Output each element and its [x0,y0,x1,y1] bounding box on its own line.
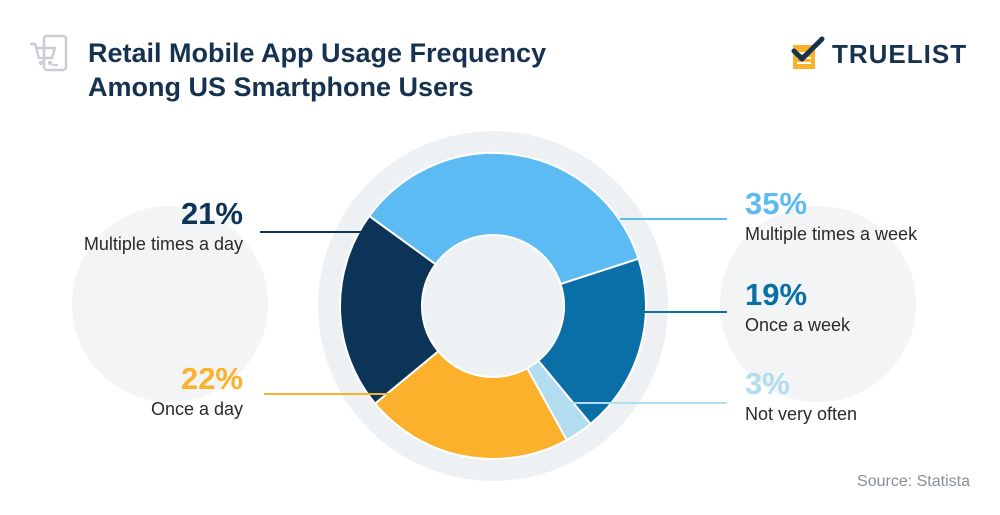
label-multiple-times-a-day: 21% Multiple times a day [84,196,243,256]
slice-label-once-a-day: Once a day [150,399,243,419]
slice-label-once-a-week: Once a week [745,315,851,335]
slice-value-multiple-times-a-week: 35% [745,186,808,221]
slice-value-multiple-times-a-day: 21% [180,196,243,231]
slice-value-once-a-week: 19% [745,277,808,312]
logo-text: TRUELIST [832,38,968,69]
donut-slice-multiple-times-a-week [367,152,640,286]
page-title: Retail Mobile App Usage Frequency Among … [88,38,547,102]
donut-slice-once-a-week [536,257,647,426]
slice-value-not-very-often: 3% [745,366,790,401]
checklist-logo-icon [791,36,825,69]
donut-slice-once-a-day [373,349,569,460]
label-once-a-day: 22% Once a day [151,361,243,421]
truelist-logo: TRUELIST [790,34,967,74]
label-not-very-often: 3% Not very often [745,366,857,426]
background-circle-left [72,206,268,402]
mobile-shopping-cart-icon [30,34,68,72]
slice-label-not-very-often: Not very often [745,404,858,424]
label-multiple-times-a-week: 35% Multiple times a week [745,186,917,246]
background-circle-right [720,206,916,402]
slice-label-multiple-times-a-week: Multiple times a week [745,224,918,244]
donut-slice-multiple-times-a-day [339,214,440,405]
source-note: Source: Statista [857,473,970,490]
label-once-a-week: 19% Once a week [745,277,850,337]
slice-value-once-a-day: 22% [180,361,243,396]
slice-label-multiple-times-a-day: Multiple times a day [83,234,243,254]
